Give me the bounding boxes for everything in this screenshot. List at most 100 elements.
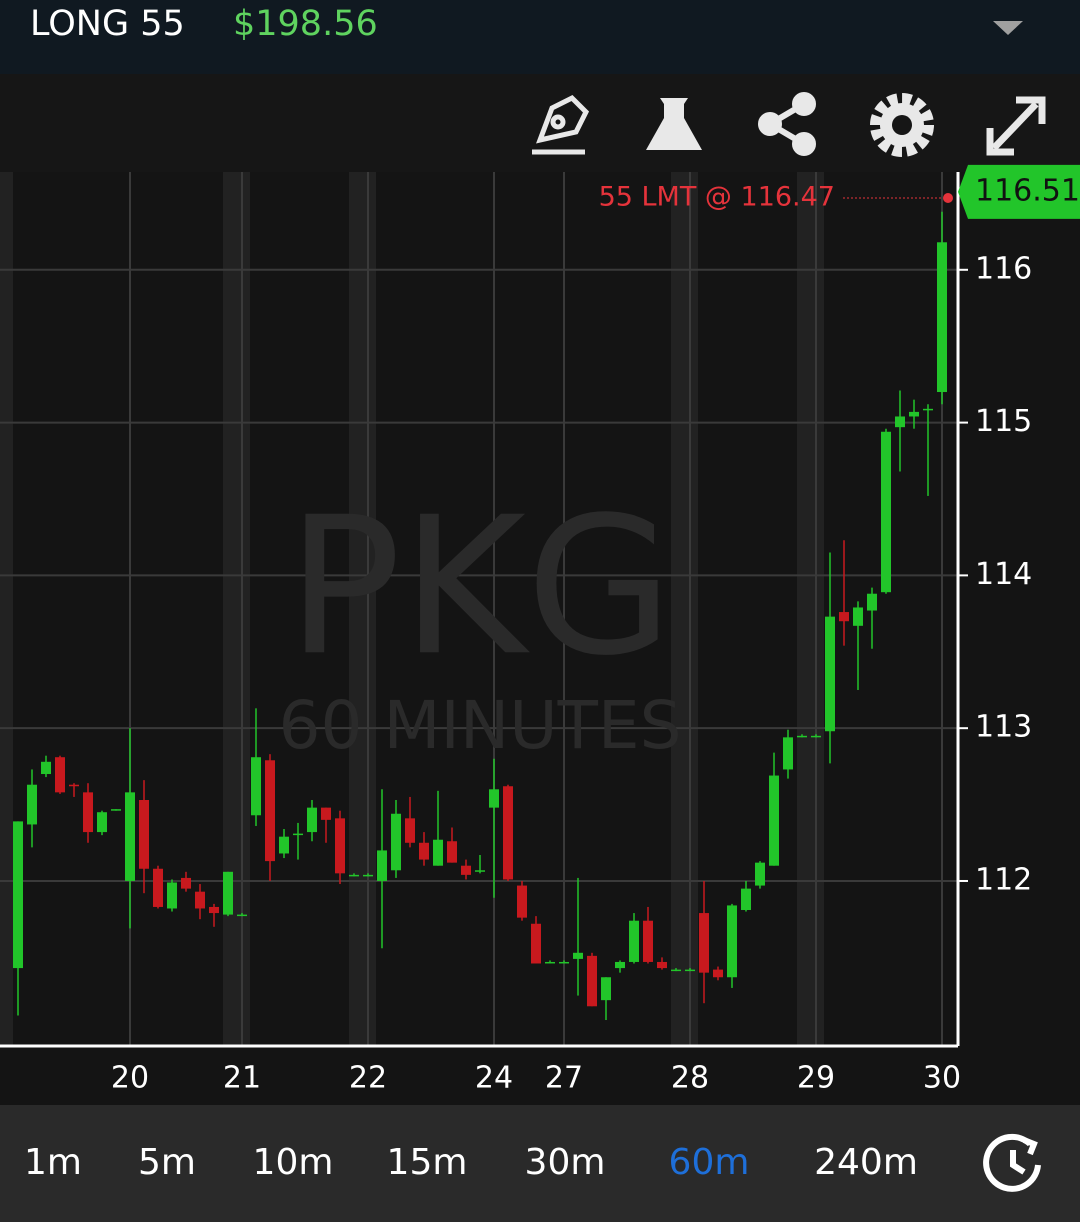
candle-body [209, 906, 219, 914]
candle-body [321, 807, 331, 820]
y-tick-label: 112 [975, 862, 1032, 897]
studies-icon[interactable] [646, 98, 702, 150]
x-tick-label: 24 [475, 1061, 513, 1096]
timeframes: 1m 5m 10m 15m 30m 60m 240m [24, 1142, 918, 1183]
position-value: $198.56 [233, 4, 378, 44]
candle-body [769, 775, 779, 866]
candle-body [839, 612, 849, 622]
candle-body [111, 809, 121, 811]
timeframe-button[interactable]: 5m [138, 1142, 196, 1183]
order-marker [943, 192, 953, 203]
plot: 112 113 114 115 116 20 21 22 24 27 28 29 30 55 LMT @ … [0, 172, 1032, 1096]
candle-body [923, 408, 933, 411]
refresh-icon[interactable] [983, 1133, 1041, 1192]
candle-body [83, 792, 93, 833]
candle-body [727, 905, 737, 978]
candle-body [531, 923, 541, 964]
candle-body [475, 870, 485, 872]
candle-body [881, 431, 891, 593]
candle-body [349, 874, 359, 877]
dropdown-arrow[interactable] [993, 21, 1023, 35]
candle-body [559, 961, 569, 964]
session-bands [0, 172, 824, 1046]
candle-body [405, 818, 415, 843]
order-label: 55 LMT @ 116.47 [599, 181, 835, 212]
position-label: LONG 55 [30, 4, 185, 44]
candle-body [601, 977, 611, 1001]
candle-body [265, 760, 275, 862]
candle-body [853, 607, 863, 626]
candle-body [447, 841, 457, 863]
share-icon[interactable] [758, 92, 816, 156]
candle-body [55, 757, 65, 793]
candle-body [27, 784, 37, 825]
header-bar [0, 0, 1080, 74]
x-tick-label: 30 [923, 1061, 961, 1096]
candle-body [867, 593, 877, 611]
x-tick-label: 27 [545, 1061, 583, 1096]
candle-body [391, 813, 401, 871]
y-tick-label: 114 [975, 557, 1032, 592]
candle-body [13, 821, 23, 969]
x-tick-label: 28 [671, 1061, 709, 1096]
candle-body [307, 807, 317, 833]
candle-body [783, 737, 793, 770]
candle-body [433, 839, 443, 866]
candle-body [279, 836, 289, 854]
candle-body [363, 874, 373, 877]
candle-body [153, 868, 163, 907]
settings-icon[interactable] [870, 93, 934, 157]
fullscreen-icon[interactable] [986, 96, 1046, 156]
timeframe-button[interactable]: 15m [387, 1142, 468, 1183]
candle-body [419, 842, 429, 860]
candle-body [629, 920, 639, 962]
candle-body [643, 920, 653, 962]
candle-body [615, 961, 625, 969]
timeframe-button[interactable]: 240m [814, 1142, 918, 1183]
timeframe-button[interactable]: 10m [253, 1142, 334, 1183]
candle-body [545, 961, 555, 964]
y-tick-label: 113 [975, 710, 1032, 745]
candle-body [167, 882, 177, 909]
candle-body [671, 969, 681, 972]
last-price-tag [958, 164, 1080, 219]
draw-icon[interactable] [532, 94, 590, 155]
candle-body [181, 877, 191, 889]
x-tick-label: 29 [797, 1061, 835, 1096]
candle-body [125, 792, 135, 881]
candle-body [251, 757, 261, 816]
candle-body [755, 862, 765, 886]
candle-body [517, 885, 527, 918]
y-tick-label: 116 [975, 251, 1032, 286]
watermark-interval: 60 MINUTES [279, 687, 682, 764]
candle-body [741, 888, 751, 911]
candle-body [377, 850, 387, 881]
candle-body [909, 411, 919, 417]
candle-body [895, 416, 905, 428]
candle-body [825, 616, 835, 732]
y-tick-label: 115 [975, 404, 1032, 439]
candle-body [573, 952, 583, 959]
candle-body [685, 969, 695, 972]
last-price-label: 116.51 [975, 173, 1080, 208]
candle-body [503, 786, 513, 880]
candle-body [335, 818, 345, 874]
candle-body [797, 735, 807, 738]
timeframe-button[interactable]: 60m [669, 1142, 750, 1183]
candle-body [811, 735, 821, 738]
candle-body [699, 913, 709, 973]
candles [13, 211, 947, 1021]
x-tick-label: 21 [223, 1061, 261, 1096]
timeframe-button[interactable]: 1m [24, 1142, 82, 1183]
candle-body [223, 871, 233, 915]
watermark-symbol: PKG [287, 476, 673, 697]
candle-body [195, 891, 205, 909]
candle-body [237, 914, 247, 917]
candle-body [657, 961, 667, 969]
timeframe-button[interactable]: 30m [525, 1142, 606, 1183]
candle-body [293, 833, 303, 836]
candle-body [41, 761, 51, 775]
candle-body [139, 799, 149, 869]
